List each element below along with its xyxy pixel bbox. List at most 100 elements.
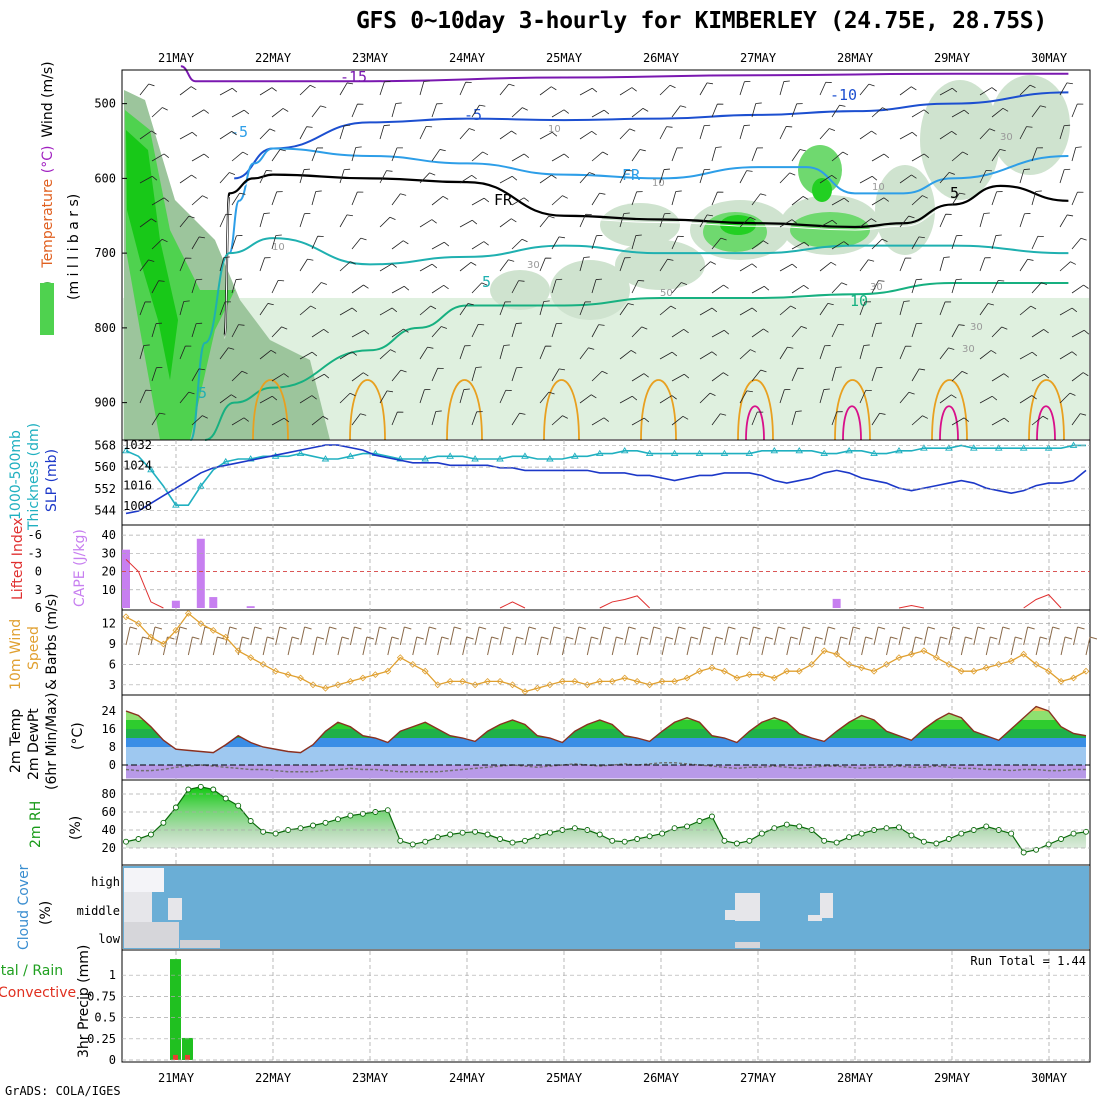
slp-right-tick-1032: 1032 [123, 438, 152, 452]
wind-barb [939, 213, 952, 228]
wind-barb [1031, 282, 1048, 294]
wind-barb [671, 190, 682, 206]
wind-speed-point-55 [808, 661, 816, 668]
wind-speed-point-17 [334, 681, 342, 689]
wind-barb [311, 328, 329, 338]
wind-barb [699, 168, 711, 184]
wind-barb [299, 258, 314, 272]
surface-wind-barb-70 [998, 626, 1010, 646]
warm-contour-7 [834, 379, 871, 441]
rh2m-point-74 [1045, 841, 1052, 848]
rh2m-point-29 [484, 831, 491, 838]
thickness-marker-52 [770, 446, 779, 454]
wind-speed-point-30 [496, 678, 504, 685]
wind-barb [951, 192, 966, 206]
cape-bar-4 [171, 600, 180, 608]
wind-barb [431, 241, 450, 250]
wind-barb [939, 301, 952, 316]
wind-barb [259, 303, 274, 316]
lifted-index-line-4 [1023, 594, 1062, 609]
wind-barb [911, 278, 923, 294]
wind-barb [1071, 146, 1082, 162]
precip-total-bar-5 [170, 959, 181, 1060]
wind-ylabel-c: & Barbs (m/s) [44, 593, 60, 690]
wind-speed-point-6 [197, 620, 205, 627]
rh-label-1: 10 [652, 178, 665, 189]
wind-barb [1071, 372, 1089, 382]
rh2m-point-36 [571, 825, 578, 832]
wind-barb [979, 87, 997, 96]
thickness-marker-46 [695, 449, 704, 457]
wind-barb [659, 126, 673, 140]
surface-wind-barb-5 [187, 636, 200, 656]
wind-barb [899, 174, 917, 184]
rh2m-point-4 [172, 804, 179, 811]
temperature-contour-1 [234, 91, 1069, 180]
wind-speed-point-3 [160, 640, 167, 648]
rh2m-tick-20: 20 [102, 841, 116, 855]
wind-barb [459, 174, 477, 184]
x-tick-bottom-1: 22MAY [255, 1071, 292, 1085]
cloud-gap-2 [124, 922, 179, 948]
temperature-label-0: -15 [340, 68, 367, 86]
wind-barb [831, 366, 842, 382]
wind-barb [1019, 351, 1038, 360]
wind-speed-point-27 [459, 678, 467, 685]
freezing-level-inner-line [224, 177, 1069, 339]
wind-barb [499, 218, 517, 228]
wind-barb [939, 172, 955, 184]
rh2m-point-21 [384, 807, 391, 814]
wind-speed-point-54 [795, 667, 803, 675]
wind-barb [339, 214, 353, 228]
thickness-marker-28 [471, 455, 479, 462]
surface-wind-barb-31 [512, 636, 524, 656]
wind-barb [751, 369, 767, 382]
wind-barb [391, 102, 402, 118]
wind-barb [311, 235, 324, 250]
wind-barb [299, 351, 318, 360]
rh-label-6: 10 [272, 242, 285, 253]
wind-barb [791, 284, 809, 294]
wind-barb [859, 130, 877, 140]
x-tick-top-8: 29MAY [934, 51, 971, 65]
rh2m-point-33 [534, 833, 541, 840]
wind-speed-point-57 [833, 650, 841, 658]
cloud-gap-0 [124, 868, 164, 892]
surface-wind-barb-44 [674, 626, 686, 646]
grads-credit: GrADS: COLA/IGES [5, 1084, 121, 1098]
wind-barb [911, 415, 928, 426]
rh2m-point-27 [459, 829, 466, 836]
temperature-contour-5 [204, 282, 1069, 441]
wind-barb [339, 168, 351, 184]
wind-speed-point-8 [222, 633, 230, 641]
wind-barb [511, 280, 525, 294]
thickness-marker-0 [122, 446, 130, 454]
wind-barb [191, 322, 203, 338]
x-tick-top-1: 22MAY [255, 51, 292, 65]
surface-wind-barb-67 [960, 636, 973, 656]
panel-frame-slp [121, 439, 1091, 526]
wind-barb [699, 261, 716, 272]
wind-barb [751, 240, 769, 250]
wind-barb [699, 82, 713, 96]
wind-barb [151, 107, 168, 118]
rh2m-point-2 [147, 831, 154, 838]
thickness-marker-18 [346, 452, 355, 459]
temp-ylabel-d: (°C) [70, 722, 86, 750]
surface-wind-barb-29 [487, 636, 499, 656]
wind-speed-point-76 [1070, 674, 1077, 682]
wind-barb [431, 410, 442, 426]
wind-speed-point-35 [558, 678, 566, 685]
wind-speed-point-52 [770, 674, 778, 682]
cloud-gap-7 [735, 942, 760, 948]
x-tick-bottom-5: 26MAY [643, 1071, 680, 1085]
wind-speed-point-48 [721, 667, 728, 675]
wind-barb [271, 279, 285, 294]
surface-wind-barb-50 [748, 626, 761, 646]
wind-barb [779, 80, 790, 96]
wind-barb [431, 103, 443, 118]
wind-barb [991, 191, 1003, 206]
wind-barb [339, 82, 354, 96]
wind-barb [471, 366, 482, 382]
surface-wind-barb-30 [499, 626, 512, 646]
